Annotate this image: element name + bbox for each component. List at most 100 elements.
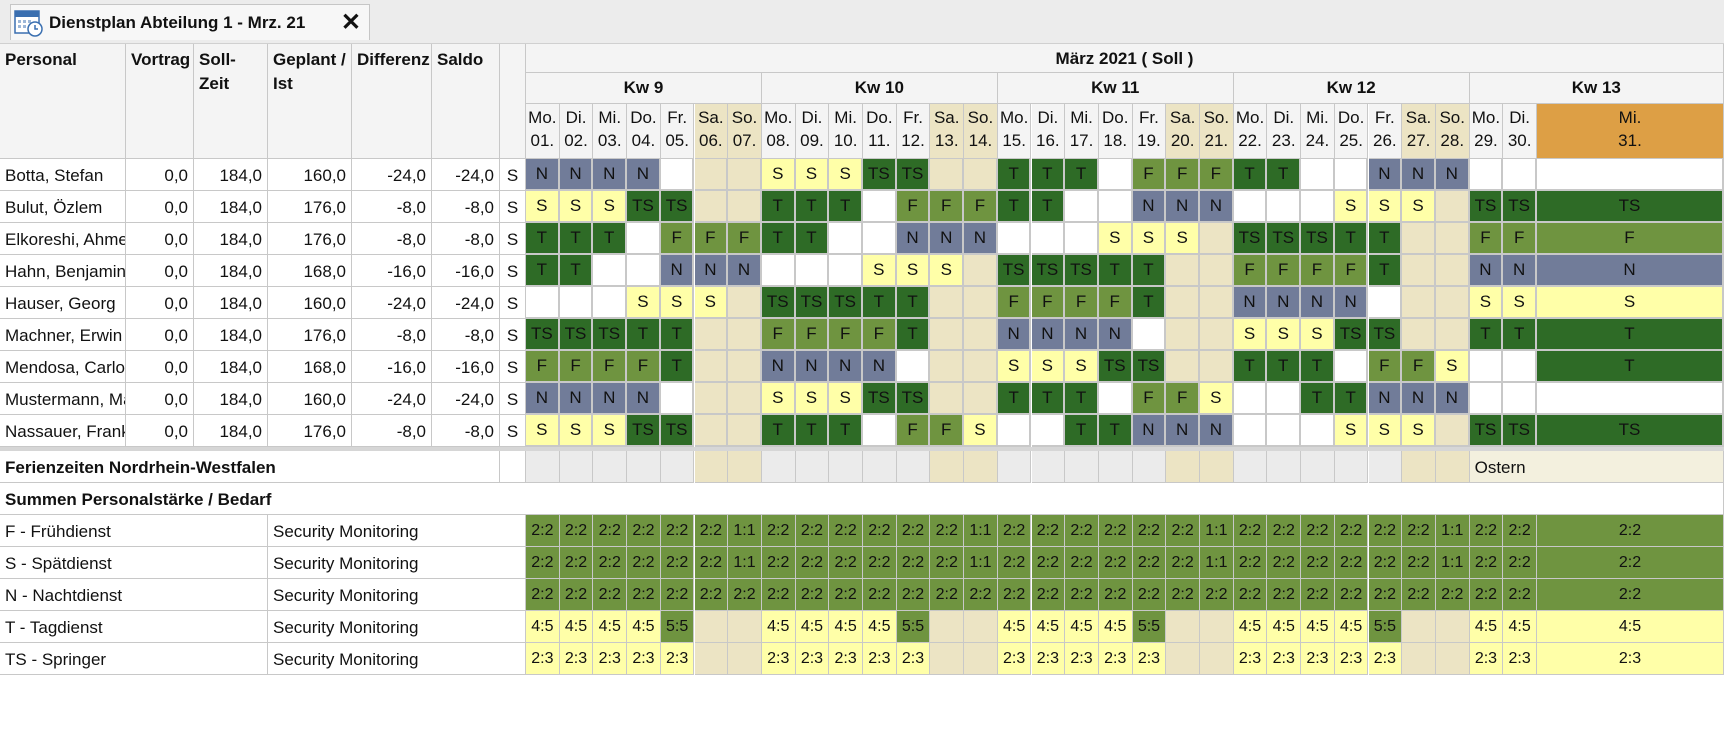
shift-cell[interactable]	[694, 319, 729, 351]
shift-cell[interactable]	[1200, 351, 1234, 383]
shift-cell[interactable]	[829, 223, 863, 255]
shift-cell[interactable]: N	[1469, 255, 1504, 287]
shift-cell[interactable]	[863, 191, 897, 223]
day-header[interactable]: Sa. 06.	[694, 104, 729, 159]
shift-cell[interactable]: T	[660, 319, 695, 351]
shift-cell[interactable]	[896, 351, 931, 383]
shift-cell[interactable]: S	[1435, 351, 1470, 383]
shift-cell[interactable]: S	[1402, 415, 1436, 447]
shift-cell[interactable]	[930, 159, 965, 191]
shift-cell[interactable]	[728, 287, 762, 319]
shift-cell[interactable]: TS	[627, 415, 661, 447]
shift-cell[interactable]	[1031, 223, 1066, 255]
shift-cell[interactable]: F	[795, 319, 830, 351]
shift-cell[interactable]: S	[964, 415, 998, 447]
shift-cell[interactable]: F	[660, 223, 695, 255]
shift-cell[interactable]: T	[1233, 159, 1268, 191]
shift-cell[interactable]: N	[694, 255, 729, 287]
shift-cell[interactable]: S	[829, 383, 863, 415]
day-header[interactable]: Mi. 17.	[1065, 104, 1099, 159]
shift-cell[interactable]	[728, 383, 762, 415]
shift-cell[interactable]: F	[1368, 351, 1403, 383]
shift-cell[interactable]	[1368, 287, 1403, 319]
shift-cell[interactable]: T	[1065, 159, 1099, 191]
day-header[interactable]: So. 21.	[1200, 104, 1234, 159]
shift-cell[interactable]: N	[795, 351, 830, 383]
shift-cell[interactable]: T	[997, 159, 1032, 191]
shift-cell[interactable]: T	[1368, 255, 1403, 287]
shift-cell[interactable]: T	[1132, 287, 1167, 319]
shift-cell[interactable]: T	[795, 223, 830, 255]
shift-cell[interactable]	[1435, 319, 1470, 351]
shift-cell[interactable]	[1200, 255, 1234, 287]
shift-cell[interactable]	[694, 159, 729, 191]
shift-cell[interactable]: T	[1334, 383, 1369, 415]
shift-cell[interactable]: N	[593, 383, 628, 415]
shift-cell[interactable]	[1031, 415, 1066, 447]
shift-cell[interactable]: S	[1200, 383, 1234, 415]
shift-cell[interactable]: S	[930, 255, 965, 287]
day-header[interactable]: Do. 04.	[627, 104, 661, 159]
shift-cell[interactable]: F	[559, 351, 594, 383]
shift-cell[interactable]: S	[1132, 223, 1167, 255]
shift-cell[interactable]	[1267, 415, 1302, 447]
shift-cell[interactable]: F	[1301, 255, 1335, 287]
shift-cell[interactable]: TS	[593, 319, 628, 351]
shift-cell[interactable]: F	[627, 351, 661, 383]
shift-cell[interactable]: T	[1537, 319, 1724, 351]
shift-cell[interactable]: T	[1537, 351, 1724, 383]
shift-cell[interactable]: N	[1301, 287, 1335, 319]
shift-cell[interactable]	[1065, 191, 1099, 223]
shift-cell[interactable]: TS	[1132, 351, 1167, 383]
shift-cell[interactable]: T	[1267, 351, 1302, 383]
shift-cell[interactable]: S	[1368, 191, 1403, 223]
shift-cell[interactable]: S	[593, 415, 628, 447]
shift-cell[interactable]: N	[1334, 287, 1369, 319]
shift-cell[interactable]: T	[997, 383, 1032, 415]
shift-cell[interactable]: S	[559, 191, 594, 223]
shift-cell[interactable]	[1435, 287, 1470, 319]
shift-cell[interactable]	[829, 255, 863, 287]
day-header[interactable]: Do. 11.	[863, 104, 897, 159]
shift-cell[interactable]: S	[863, 255, 897, 287]
shift-cell[interactable]	[1233, 383, 1268, 415]
shift-cell[interactable]	[1267, 383, 1302, 415]
shift-cell[interactable]: S	[559, 415, 594, 447]
shift-cell[interactable]	[1469, 351, 1504, 383]
shift-cell[interactable]: T	[1301, 383, 1335, 415]
shift-cell[interactable]: TS	[526, 319, 560, 351]
day-header[interactable]: Sa. 20.	[1166, 104, 1200, 159]
employee-name[interactable]: Mustermann, Max	[0, 383, 126, 415]
shift-cell[interactable]: S	[1334, 191, 1369, 223]
day-header[interactable]: So. 14.	[964, 104, 998, 159]
shift-cell[interactable]: F	[930, 415, 965, 447]
shift-cell[interactable]: N	[1098, 319, 1133, 351]
day-header[interactable]: Di. 30.	[1503, 104, 1537, 159]
day-header[interactable]: Mi. 03.	[593, 104, 628, 159]
shift-cell[interactable]	[728, 319, 762, 351]
shift-cell[interactable]: N	[1267, 287, 1302, 319]
shift-cell[interactable]	[627, 223, 661, 255]
shift-cell[interactable]	[660, 383, 695, 415]
shift-cell[interactable]: T	[1233, 351, 1268, 383]
shift-cell[interactable]: TS	[1031, 255, 1066, 287]
shift-cell[interactable]: F	[1065, 287, 1099, 319]
shift-cell[interactable]	[694, 351, 729, 383]
shift-cell[interactable]	[1065, 223, 1099, 255]
shift-cell[interactable]	[1233, 415, 1268, 447]
employee-name[interactable]: Botta, Stefan	[0, 159, 126, 191]
shift-cell[interactable]: S	[761, 159, 796, 191]
shift-cell[interactable]: F	[1267, 255, 1302, 287]
shift-cell[interactable]: T	[1368, 223, 1403, 255]
shift-cell[interactable]: S	[1503, 287, 1537, 319]
shift-cell[interactable]	[728, 351, 762, 383]
shift-cell[interactable]: F	[1166, 159, 1200, 191]
shift-cell[interactable]	[1301, 159, 1335, 191]
shift-cell[interactable]: F	[1031, 287, 1066, 319]
shift-cell[interactable]: TS	[896, 383, 931, 415]
shift-cell[interactable]: TS	[627, 191, 661, 223]
shift-cell[interactable]: F	[526, 351, 560, 383]
shift-cell[interactable]: F	[930, 191, 965, 223]
shift-cell[interactable]: S	[761, 383, 796, 415]
shift-cell[interactable]: S	[896, 255, 931, 287]
